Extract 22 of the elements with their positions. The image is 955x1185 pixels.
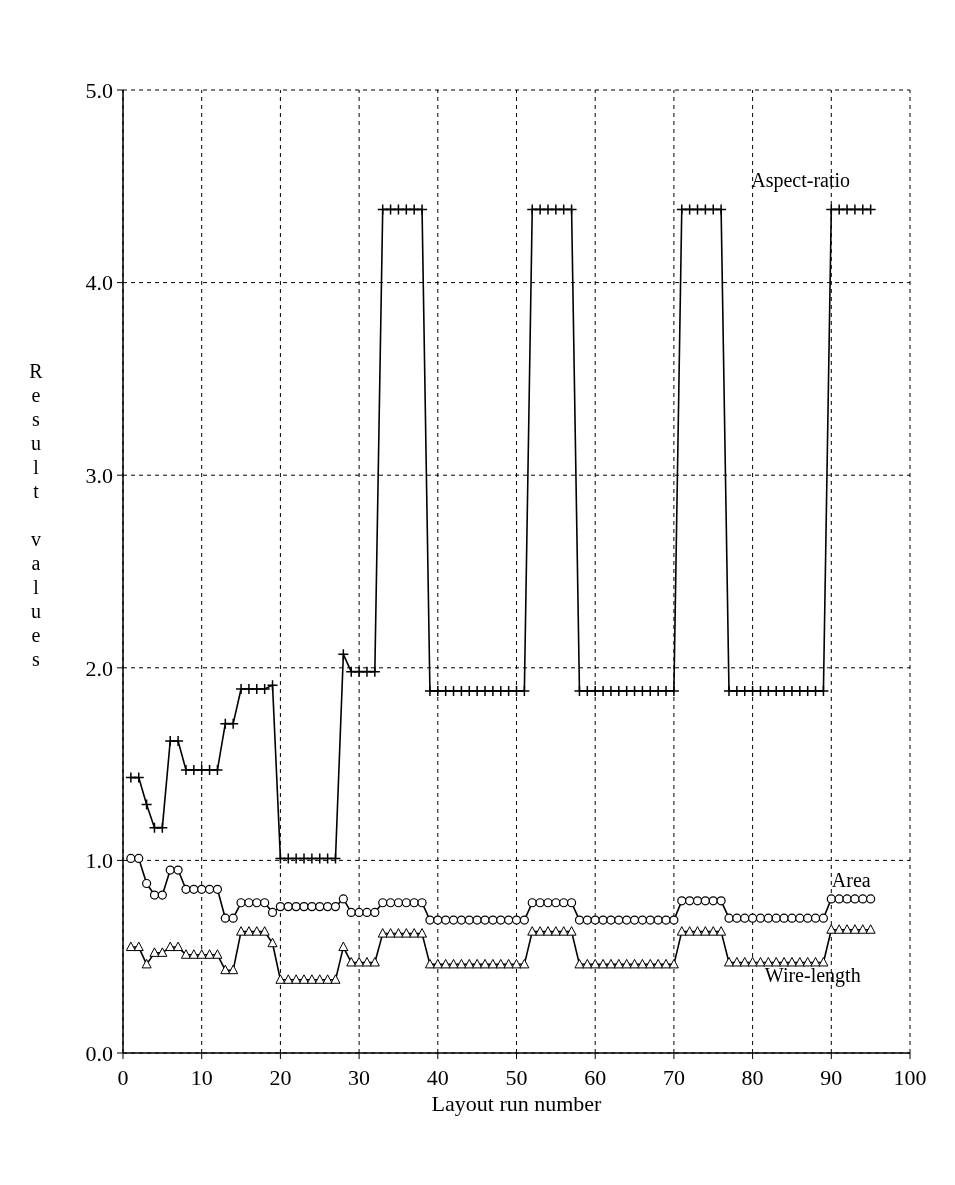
x-tick-label: 0 (117, 1065, 129, 1090)
y-tick-label: 3.0 (85, 462, 113, 488)
x-tick-label: 100 (893, 1065, 927, 1090)
y-tick-label: 2.0 (85, 655, 113, 681)
y-tick-label: 4.0 (85, 270, 113, 296)
y-tick-label: 1.0 (85, 848, 113, 874)
x-tick-label: 70 (662, 1065, 685, 1090)
x-tick-label: 50 (505, 1065, 528, 1090)
x-tick-label: 90 (820, 1065, 843, 1090)
text: Result values (29, 360, 43, 670)
x-tick-label: 40 (426, 1065, 449, 1090)
x-tick-label: 30 (348, 1065, 371, 1090)
series-label: Wire-length (764, 963, 861, 987)
series-label: Area (831, 868, 871, 891)
y-tick-label: 0.0 (85, 1040, 113, 1066)
x-tick-label: 80 (741, 1065, 764, 1090)
x-tick-label: 60 (584, 1065, 607, 1090)
series-label: Aspect-ratio (751, 169, 851, 193)
x-axis-title: Layout run number (431, 1091, 603, 1116)
y-tick-label: 5.0 (85, 77, 113, 103)
x-tick-label: 10 (190, 1065, 213, 1090)
x-tick-label: 20 (269, 1065, 292, 1090)
